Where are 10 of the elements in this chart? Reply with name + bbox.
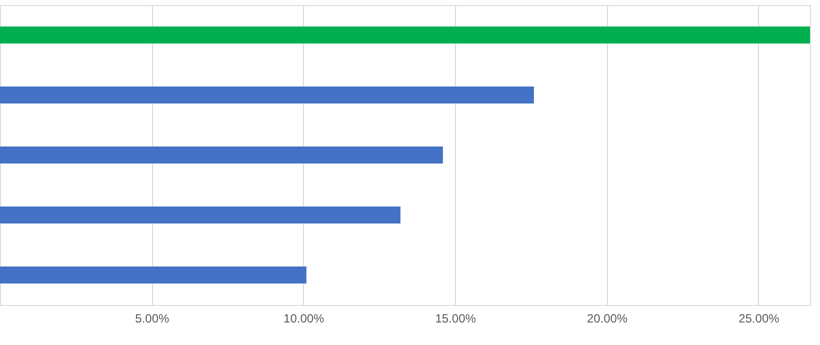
x-tick-label: 10.00% <box>284 312 325 326</box>
bar <box>0 86 534 104</box>
x-tick-label: 5.00% <box>135 312 170 326</box>
bar <box>0 26 810 44</box>
x-tick-label: 15.00% <box>435 312 476 326</box>
bar <box>0 146 443 164</box>
x-tick-label: 20.00% <box>586 312 628 326</box>
x-tick-label: 25.00% <box>738 312 780 326</box>
bar <box>0 206 400 224</box>
bar <box>0 266 306 284</box>
